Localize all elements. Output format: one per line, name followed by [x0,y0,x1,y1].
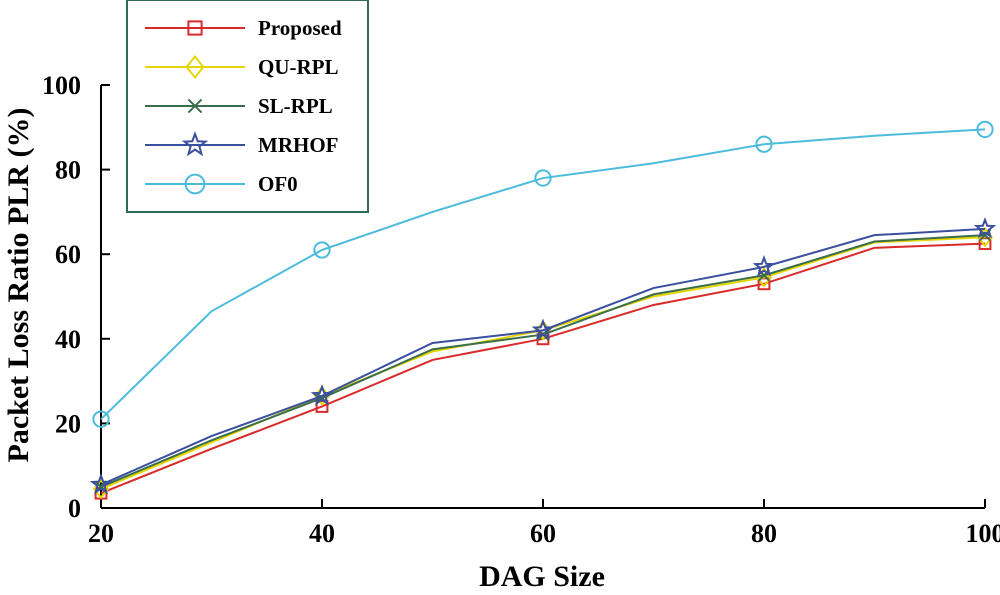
series-proposed [94,237,992,500]
legend-label: Proposed [258,16,342,40]
x-tick-label: 20 [88,519,114,548]
y-axis-title: Packet Loss Ratio PLR (%) [2,108,35,463]
series-mrhof [89,216,997,495]
series-group [89,120,997,500]
y-tick-label: 100 [42,71,81,100]
series-qu-rpl [92,227,994,500]
legend-marker [185,54,205,80]
axes [100,84,986,509]
legend-item: SL-RPL [145,94,333,118]
data-point [531,318,555,340]
legend-label: QU-RPL [258,55,339,79]
data-point [89,472,113,495]
data-point [973,216,997,239]
legend: Proposed QU-RPL SL-RPL MRHOF OF0 [126,0,369,213]
x-tick-label: 80 [751,519,777,548]
data-point [534,169,552,187]
data-point [313,241,331,259]
series-of0 [92,120,994,428]
series-line [100,236,986,490]
data-point [315,400,329,413]
legend-marker [181,131,209,157]
y-tick-label: 0 [68,494,81,523]
x-tick-label: 100 [966,519,1000,548]
legend-item: QU-RPL [145,54,339,80]
series-line [100,227,986,486]
legend-marker [184,173,206,195]
y-tick-label: 80 [55,156,81,185]
data-point [976,120,994,139]
x-tick-label: 60 [530,519,556,548]
legend-label: MRHOF [258,133,338,157]
series-line [100,234,986,488]
x-tick-label: 40 [309,519,335,548]
legend-label: SL-RPL [258,94,333,118]
series-line [100,242,986,495]
legend-item: OF0 [145,172,298,196]
legend-marker [187,98,203,114]
data-point [752,255,776,277]
y-tick-label: 20 [55,409,81,438]
data-point [755,135,773,153]
data-point [92,410,110,428]
series-sl-rpl [94,229,992,493]
data-point [310,384,334,406]
y-tick-label: 40 [55,325,81,354]
x-axis-title: DAG Size [479,560,605,593]
y-tick-label: 60 [55,240,81,269]
legend-label: OF0 [258,172,298,196]
series-line [100,128,986,420]
legend-item: MRHOF [145,131,338,157]
legend-marker [187,20,203,36]
legend-item: Proposed [145,16,342,40]
